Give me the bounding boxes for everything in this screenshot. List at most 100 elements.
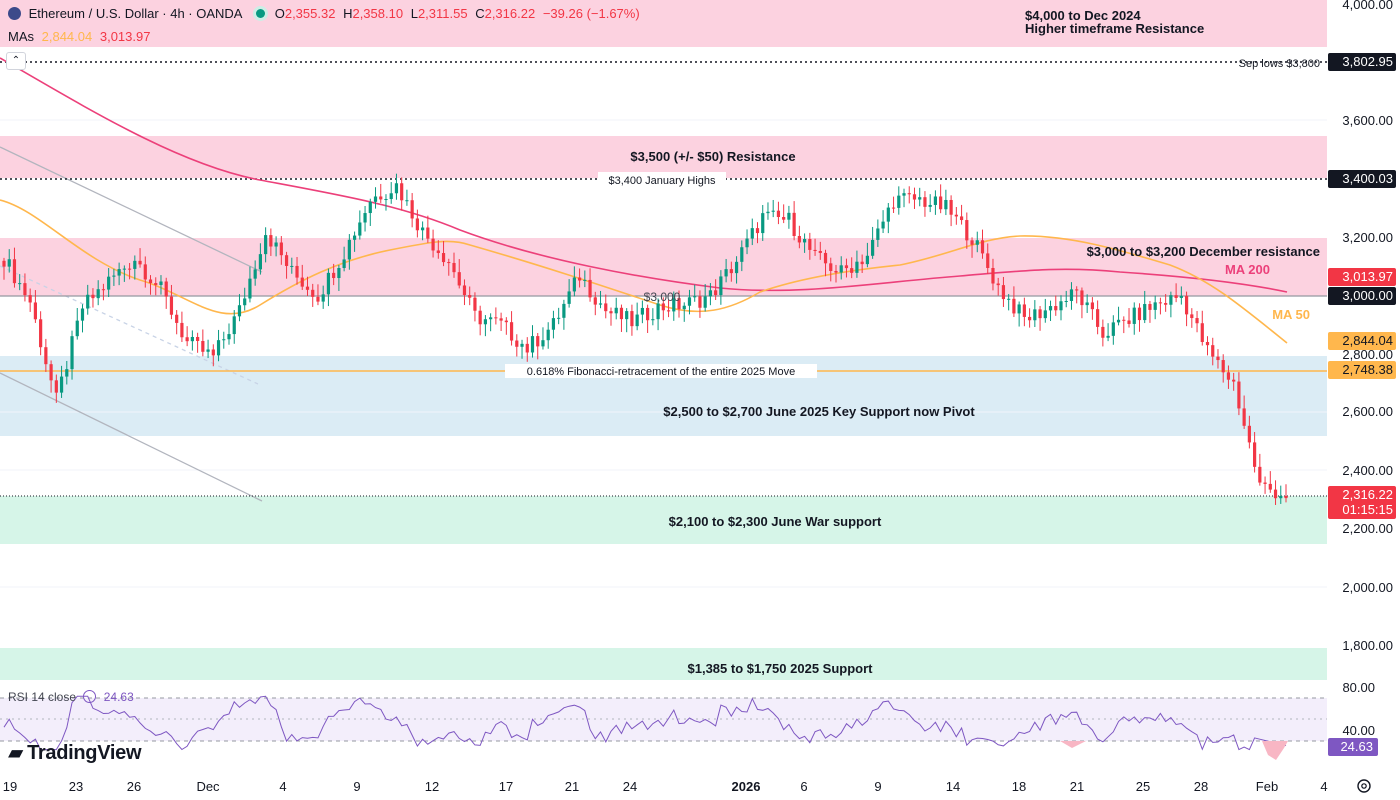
resistance-3500-label: $3,500 (+/- $50) Resistance: [630, 149, 795, 164]
price-tick: 2,600.00: [1342, 404, 1393, 419]
candle-body: [515, 340, 519, 347]
candle-body: [677, 298, 681, 310]
candle-body: [980, 240, 985, 254]
candle-body: [928, 204, 932, 207]
candle-body: [295, 265, 299, 278]
candle-body: [394, 183, 399, 194]
candle-body: [253, 269, 257, 279]
candle-body: [918, 197, 922, 200]
trend-lines: [0, 146, 263, 502]
candle-body: [112, 275, 116, 277]
candle-body: [1137, 307, 1142, 321]
rsi-settings-icon[interactable]: [83, 690, 97, 703]
rsi-tick: 80.00: [1342, 680, 1375, 695]
june-2025-label: $2,500 to $2,700 June 2025 Key Support n…: [663, 404, 975, 419]
price-tick: 3,200.00: [1342, 230, 1393, 245]
candle-body: [1200, 323, 1204, 342]
level-3000-label: $3,000: [644, 290, 681, 304]
time-tick: 6: [800, 779, 807, 794]
candle-body: [541, 340, 545, 347]
candle-body: [745, 238, 749, 248]
candle-body: [787, 212, 791, 220]
candle-body: [384, 199, 388, 201]
time-tick: 2026: [732, 779, 761, 794]
candle-body: [342, 259, 346, 269]
candle-body: [86, 294, 90, 309]
candle-body: [1122, 319, 1126, 321]
price-axis[interactable]: 4,000.00 3,600.00 3,200.00 2,800.00 2,60…: [1327, 0, 1400, 800]
candle-body: [666, 310, 671, 312]
candle-body: [855, 261, 859, 273]
candle-body: [986, 253, 990, 268]
settings-icon[interactable]: [1357, 779, 1371, 793]
candle-body: [504, 320, 508, 323]
candle-body: [237, 305, 242, 317]
candle-body: [562, 303, 566, 318]
candle-body: [18, 283, 22, 285]
candle-body: [258, 254, 262, 270]
candle-body: [577, 277, 582, 281]
time-tick: 14: [946, 779, 960, 794]
rsi-line: [3, 695, 1287, 751]
candle-body: [138, 260, 142, 265]
candle-body: [107, 276, 111, 290]
candle-body: [1273, 489, 1278, 499]
time-axis[interactable]: 19 23 26 Dec 4 9 12 17 21 24 2026 6 9 14…: [0, 772, 1328, 800]
december-resistance-label: $3,000 to $3,200 December resistance: [1087, 244, 1320, 259]
time-tick: Feb: [1256, 779, 1278, 794]
candle-body: [1247, 425, 1251, 443]
symbol-legend[interactable]: Ethereum / U.S. Dollar · 4h · OANDA O2,3…: [8, 6, 644, 21]
candle-body: [860, 261, 864, 265]
collapse-legend-icon[interactable]: ⌃: [6, 52, 26, 70]
time-tick: 4: [279, 779, 286, 794]
rsi-legend[interactable]: RSI 14 close 24.63: [8, 690, 138, 704]
candle-body: [232, 316, 236, 335]
candle-body: [1064, 300, 1068, 302]
candle-body: [447, 262, 451, 264]
candle-body: [687, 297, 692, 306]
ma200-label: MA 200: [1225, 262, 1270, 277]
candle-body: [1158, 302, 1163, 304]
candle-body: [101, 289, 106, 291]
time-tick: 28: [1194, 779, 1208, 794]
candle-body: [1054, 306, 1058, 311]
candle-body: [1085, 302, 1089, 306]
candle-body: [49, 364, 53, 381]
price-tick: 4,000.00: [1342, 0, 1393, 12]
ma200-legend-value: 3,013.97: [99, 29, 151, 44]
price-tick: 3,600.00: [1342, 113, 1393, 128]
time-tick: 23: [69, 779, 83, 794]
candle-body: [243, 298, 247, 306]
candle-body: [1043, 310, 1047, 319]
candle-body: [996, 283, 1000, 286]
candle-body: [750, 228, 754, 239]
candle-body: [489, 317, 493, 320]
tradingview-logo[interactable]: ▰ TradingView: [8, 740, 142, 765]
candle-body: [185, 337, 189, 342]
candle-body: [949, 199, 953, 215]
candle-body: [127, 268, 132, 270]
candle-body: [619, 307, 624, 320]
candle-body: [724, 269, 728, 277]
candle-body: [54, 380, 58, 393]
high-label: H: [343, 6, 353, 21]
candle-body: [164, 281, 168, 297]
candle-body: [311, 289, 315, 297]
candle-body: [729, 269, 733, 274]
ma-legend-label: MAs: [8, 29, 34, 44]
candle-body: [530, 336, 535, 353]
ma-legend[interactable]: MAs 2,844.04 3,013.97: [8, 29, 154, 44]
candle-body: [1096, 309, 1100, 327]
candle-body: [609, 311, 613, 314]
candle-body: [321, 294, 325, 302]
candle-body: [1195, 318, 1199, 324]
candle-body: [1179, 295, 1183, 298]
candle-body: [661, 303, 665, 311]
candle-body: [897, 195, 901, 208]
candle-body: [117, 269, 121, 276]
candle-body: [933, 196, 938, 205]
candle-body: [159, 281, 163, 285]
candle-body: [975, 240, 979, 245]
badge-fib: [1328, 361, 1396, 379]
